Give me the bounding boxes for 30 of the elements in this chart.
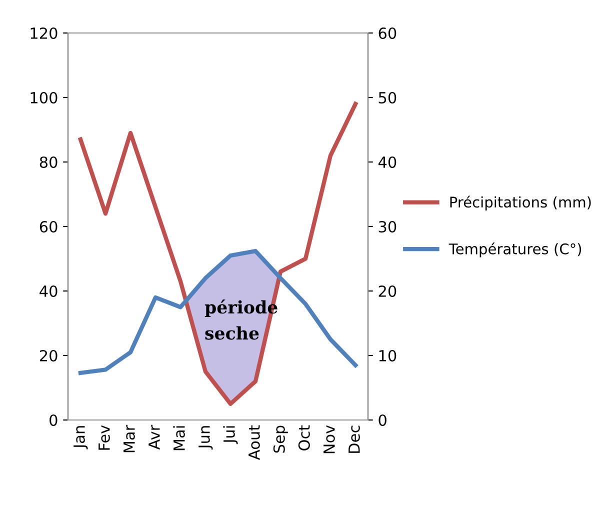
y2-tick-label: 40 [378,156,396,168]
x-tick-label: Nov [324,425,335,454]
x-tick-label: Jan [74,426,88,450]
y2-tick-label: 60 [378,27,396,40]
y2-tick-label: 50 [378,92,396,104]
x-tick-label: Aout [248,425,260,460]
x-tick-label: Fev [98,425,110,450]
x-tick-label: Mai [173,426,185,450]
x-tick-label: Avr [148,424,160,450]
x-tick-label: Mar [124,424,135,452]
y-tick-label: 20 [40,350,58,362]
x-tick-label: Dec [348,426,360,453]
line-series [78,248,358,375]
y2-tick-label: 10 [379,350,396,362]
x-tick-label: Oct [298,425,310,450]
y-tick-label: 60 [40,220,58,233]
y2-tick-label: 0 [378,414,386,426]
x-tick-label: Jun [198,426,213,450]
line-series [78,102,358,406]
y-tick-label: 100 [30,92,58,104]
y2-tick-label: 20 [378,285,396,298]
y-tick-label: 80 [40,156,58,168]
y-tick-label: 120 [30,27,58,40]
x-tick-label: Jui [223,426,238,444]
legend-label: Températures (C°) [448,242,582,258]
x-tick-label: Sep [273,426,288,453]
y2-tick-label: 30 [378,220,396,233]
y-tick-label: 40 [40,285,58,298]
y-tick-label: 0 [50,414,58,426]
legend-label: Précipitations (mm) [450,196,591,210]
